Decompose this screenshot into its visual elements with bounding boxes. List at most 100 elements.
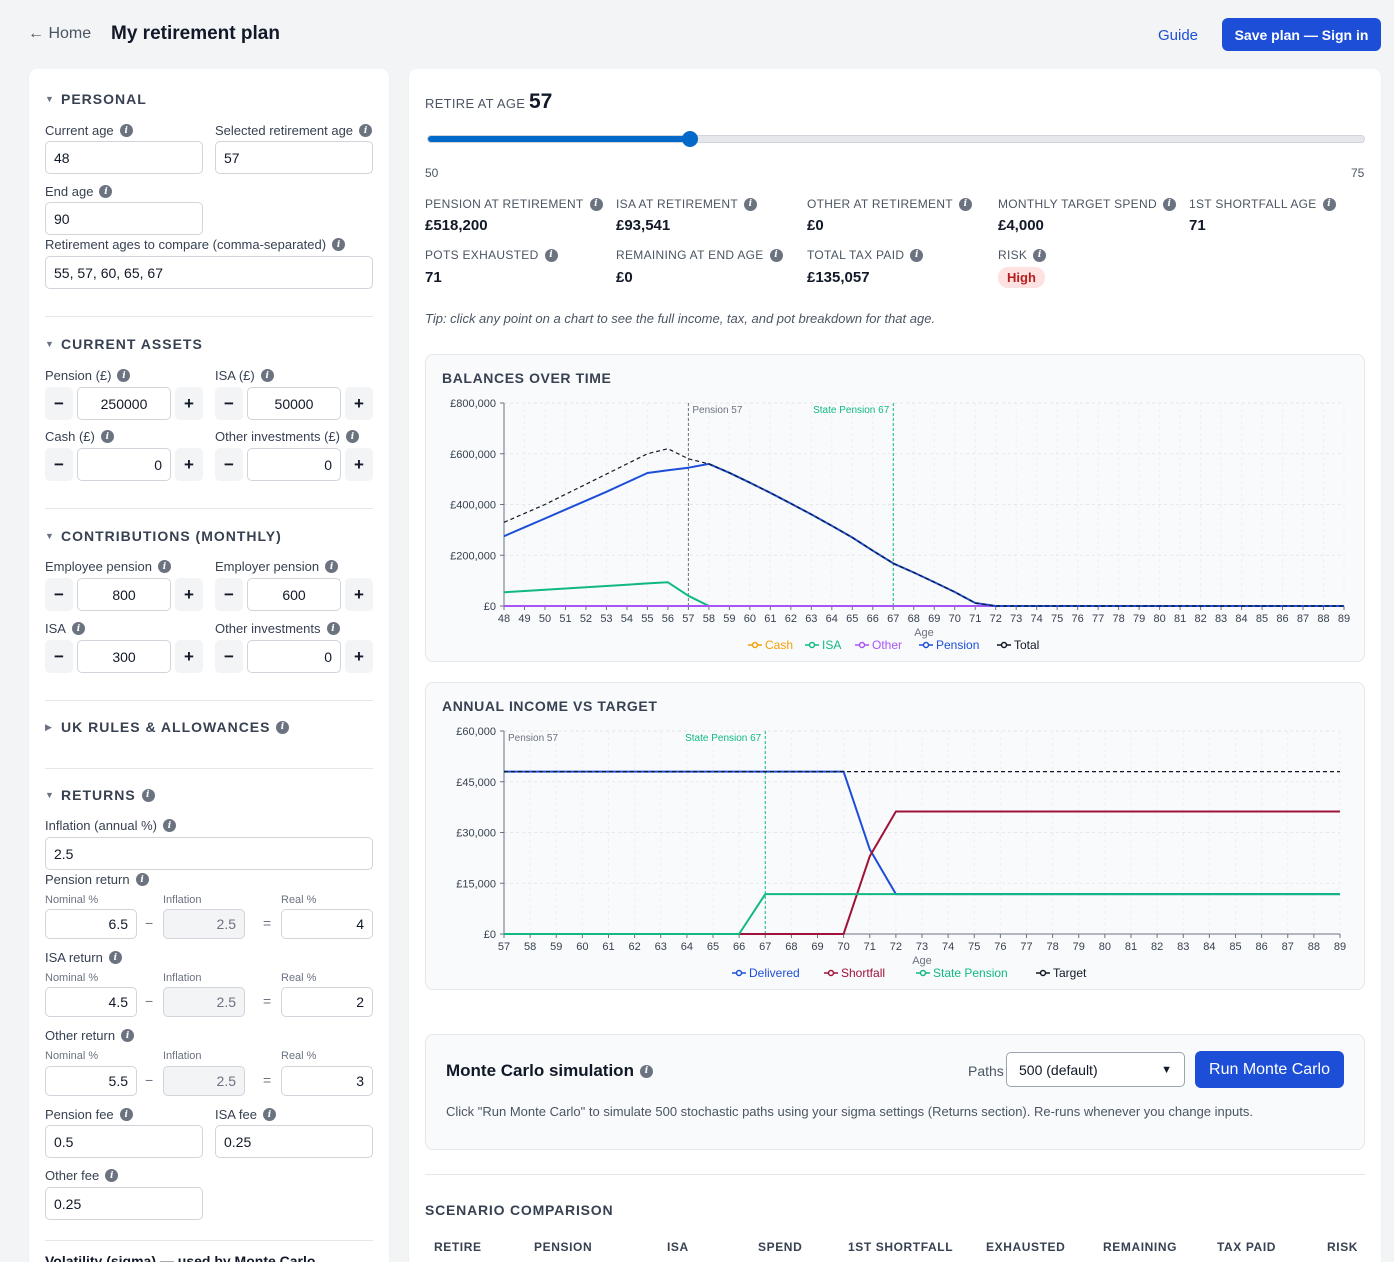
personal-section-toggle[interactable]: ▼ PERSONAL (45, 91, 147, 107)
x-tick-label: 81 (1174, 613, 1186, 625)
retirement-age-slider[interactable] (427, 131, 1365, 147)
save-plan-button[interactable]: Save plan — Sign in (1222, 18, 1381, 51)
other-nominal-input[interactable]: 5.5 (45, 1066, 137, 1096)
info-icon[interactable]: i (105, 1169, 119, 1182)
x-tick-label: 88 (1317, 613, 1329, 625)
pension-inflation-readonly: 2.5 (163, 909, 245, 939)
pension-balance-input[interactable]: 250000 (77, 387, 171, 420)
isa-fee-input[interactable]: 0.25 (215, 1125, 373, 1158)
column-header[interactable]: RETIRE (434, 1240, 482, 1254)
employee-increment-button[interactable]: + (175, 578, 203, 611)
isa-nominal-input[interactable]: 4.5 (45, 987, 137, 1017)
cash-balance-input[interactable]: 0 (77, 448, 171, 481)
column-header[interactable]: RISK (1327, 1240, 1359, 1254)
info-icon[interactable]: i (769, 248, 783, 262)
info-icon[interactable]: i (1033, 248, 1047, 262)
isa-contribution-decrement-button[interactable]: − (45, 640, 73, 673)
other-increment-button[interactable]: + (345, 448, 373, 481)
info-icon[interactable]: i (958, 197, 972, 211)
pension-nominal-input[interactable]: 6.5 (45, 909, 137, 939)
isa-balance-input[interactable]: 50000 (247, 387, 341, 420)
info-icon[interactable]: i (135, 873, 149, 886)
cash-increment-button[interactable]: + (175, 448, 203, 481)
isa-decrement-button[interactable]: − (215, 387, 243, 420)
isa-real-input[interactable]: 2 (281, 987, 373, 1017)
column-header[interactable]: TAX PAID (1217, 1240, 1277, 1254)
assets-section-toggle[interactable]: ▼ CURRENT ASSETS (45, 336, 203, 352)
column-header[interactable]: PENSION (534, 1240, 593, 1254)
info-icon[interactable]: i (910, 248, 924, 262)
info-icon[interactable]: i (71, 622, 85, 635)
info-icon[interactable]: i (276, 720, 290, 734)
info-icon[interactable]: i (1322, 197, 1336, 211)
employee-pension-input[interactable]: 800 (77, 578, 171, 611)
info-icon[interactable]: i (99, 185, 113, 198)
other-decrement-button[interactable]: − (215, 448, 243, 481)
column-header[interactable]: ISA (667, 1240, 689, 1254)
info-icon[interactable]: i (108, 951, 122, 964)
returns-section-toggle[interactable]: ▼ RETURNS i (45, 787, 155, 803)
income-chart[interactable]: £0 £15,000 £30,000 £45,000 £60,000 57 58 59 60 61… (426, 683, 1366, 991)
employee-decrement-button[interactable]: − (45, 578, 73, 611)
info-icon[interactable]: i (589, 197, 603, 211)
info-icon[interactable]: i (141, 788, 155, 802)
guide-link[interactable]: Guide (1158, 27, 1199, 44)
isa-inflation-readonly: 2.5 (163, 987, 245, 1017)
retirement-age-input[interactable]: 57 (215, 141, 373, 174)
info-icon[interactable]: i (117, 369, 131, 382)
current-age-input[interactable]: 48 (45, 141, 203, 174)
run-monte-carlo-button[interactable]: Run Monte Carlo (1195, 1051, 1344, 1088)
column-header[interactable]: EXHAUSTED (986, 1240, 1066, 1254)
other-real-input[interactable]: 3 (281, 1066, 373, 1096)
column-header[interactable]: REMAINING (1103, 1240, 1178, 1254)
other-contribution-input[interactable]: 0 (247, 640, 341, 673)
employer-pension-input[interactable]: 600 (247, 578, 341, 611)
info-icon[interactable]: i (100, 430, 114, 443)
column-header[interactable]: SPEND (758, 1240, 803, 1254)
info-icon[interactable]: i (326, 622, 340, 635)
info-icon[interactable]: i (157, 560, 171, 573)
monte-carlo-card: Monte Carlo simulation i Paths 500 (defau… (425, 1034, 1365, 1150)
other-contribution-increment-button[interactable]: + (345, 640, 373, 673)
pension-real-input[interactable]: 4 (281, 909, 373, 939)
other-fee-input[interactable]: 0.25 (45, 1187, 203, 1220)
employer-decrement-button[interactable]: − (215, 578, 243, 611)
info-icon[interactable]: i (359, 124, 373, 137)
balances-chart[interactable]: £0 £200,000 £400,000 £600,000 £800,000 48 49 50… (426, 355, 1366, 663)
stat-label: PENSION AT RETIREMENT i (425, 197, 603, 211)
info-icon[interactable]: i (262, 1108, 276, 1121)
info-icon[interactable]: i (332, 238, 346, 251)
end-age-input[interactable]: 90 (45, 202, 203, 235)
contributions-section-toggle[interactable]: ▼ CONTRIBUTIONS (MONTHLY) (45, 528, 282, 544)
employer-increment-button[interactable]: + (345, 578, 373, 611)
home-link[interactable]: ← Home (28, 25, 92, 42)
divider (45, 316, 373, 317)
info-icon[interactable]: i (121, 1029, 135, 1042)
info-icon[interactable]: i (163, 819, 177, 832)
info-icon[interactable]: i (1162, 197, 1176, 211)
info-icon[interactable]: i (744, 197, 758, 211)
cash-decrement-button[interactable]: − (45, 448, 73, 481)
other-investments-input[interactable]: 0 (247, 448, 341, 481)
pension-increment-button[interactable]: + (175, 387, 203, 420)
info-icon[interactable]: i (639, 1064, 653, 1078)
info-icon[interactable]: i (346, 430, 359, 443)
series-line-isa (503, 581, 1344, 607)
column-header[interactable]: 1ST SHORTFALL (848, 1240, 954, 1254)
info-icon[interactable]: i (544, 248, 558, 262)
slider-thumb[interactable] (682, 131, 699, 147)
isa-increment-button[interactable]: + (345, 387, 373, 420)
pension-fee-input[interactable]: 0.5 (45, 1125, 203, 1158)
info-icon[interactable]: i (260, 369, 274, 382)
other-contribution-decrement-button[interactable]: − (215, 640, 243, 673)
info-icon[interactable]: i (119, 124, 133, 137)
isa-contribution-input[interactable]: 300 (77, 640, 171, 673)
info-icon[interactable]: i (325, 560, 339, 573)
isa-contribution-increment-button[interactable]: + (175, 640, 203, 673)
inflation-input[interactable]: 2.5 (45, 837, 373, 870)
info-icon[interactable]: i (119, 1108, 133, 1121)
uk-rules-section-toggle[interactable]: ▶ UK RULES & ALLOWANCES i (45, 719, 290, 735)
compare-ages-input[interactable]: 55, 57, 60, 65, 67 (45, 256, 373, 289)
paths-select[interactable]: 500 (default) ▼ (1006, 1052, 1185, 1087)
pension-decrement-button[interactable]: − (45, 387, 73, 420)
